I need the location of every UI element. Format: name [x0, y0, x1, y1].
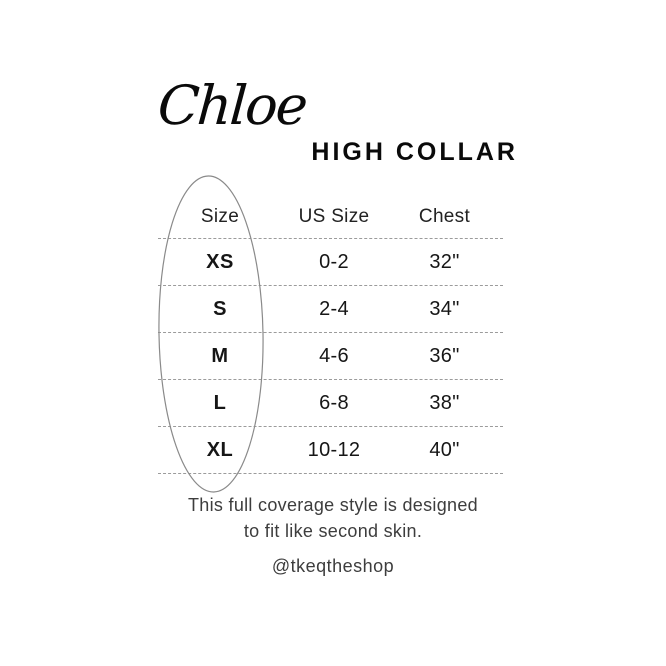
table-row-xs: XS 0-2 32" [158, 239, 503, 286]
size-value: XS [206, 250, 234, 273]
chest-value: 36" [429, 344, 460, 367]
social-handle: @tkeqtheshop [271, 556, 395, 576]
size-value: XL [206, 438, 234, 461]
us-size-value: 4-6 [319, 344, 349, 367]
description-line-2: to fit like second skin. [243, 521, 423, 541]
product-name-title: Chloe [155, 74, 309, 137]
table-header-row: Size US Size Chest [158, 196, 503, 239]
size-value: M [211, 344, 229, 367]
chest-value: 38" [429, 391, 460, 414]
table-row-s: S 2-4 34" [158, 286, 503, 333]
style-name-title: HIGH COLLAR [311, 138, 518, 166]
chest-value: 40" [429, 438, 460, 461]
description-line-1: This full coverage style is designed [188, 495, 478, 515]
table-row-m: M 4-6 36" [158, 333, 503, 380]
chest-value: 34" [429, 297, 460, 320]
description-note: This full coverage style is designed to … [0, 492, 666, 544]
column-header-us-size: US Size [298, 206, 370, 227]
column-header-chest: Chest [418, 206, 471, 227]
table-row-l: L 6-8 38" [158, 380, 503, 427]
size-table: Size US Size Chest XS 0-2 32" S 2-4 34" … [158, 196, 503, 474]
us-size-value: 2-4 [319, 297, 349, 320]
us-size-value: 10-12 [307, 438, 361, 461]
us-size-value: 0-2 [319, 250, 349, 273]
size-value: L [213, 391, 227, 414]
table-row-xl: XL 10-12 40" [158, 427, 503, 474]
column-header-size: Size [200, 206, 240, 227]
chest-value: 32" [429, 250, 460, 273]
us-size-value: 6-8 [319, 391, 349, 414]
size-value: S [213, 297, 227, 320]
